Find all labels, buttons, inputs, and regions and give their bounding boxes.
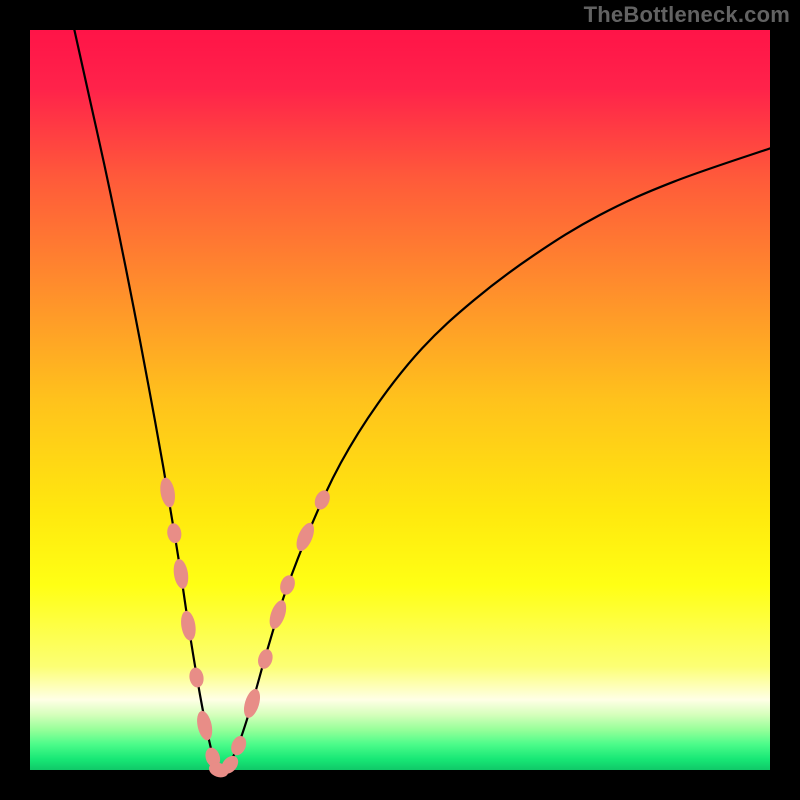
watermark-text: TheBottleneck.com bbox=[584, 2, 790, 28]
bottleneck-plot bbox=[0, 0, 800, 800]
gradient-background bbox=[30, 30, 770, 770]
chart-canvas: TheBottleneck.com bbox=[0, 0, 800, 800]
